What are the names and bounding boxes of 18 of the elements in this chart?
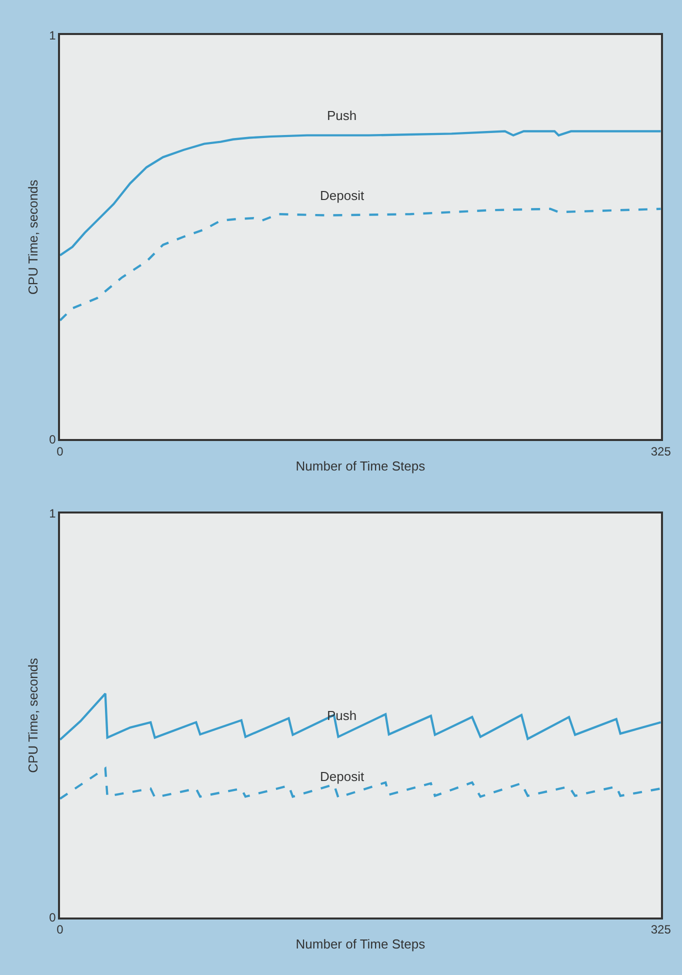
line-series xyxy=(60,130,661,256)
line-series xyxy=(60,767,661,800)
y-axis-title: CPU Time, seconds xyxy=(26,179,41,295)
x-tick-label: 325 xyxy=(650,444,672,458)
x-tick-label: 325 xyxy=(650,922,672,937)
y-tick-label: 0 xyxy=(49,910,56,925)
x-axis-title: Number of Time Steps xyxy=(296,458,426,474)
series-label: Push xyxy=(327,708,357,723)
y-tick-label: 0 xyxy=(49,432,56,446)
y-tick-label: 1 xyxy=(49,506,56,521)
series-label: Deposit xyxy=(320,188,364,203)
line-series xyxy=(60,208,661,322)
series-label: Push xyxy=(327,108,357,123)
x-axis-title: Number of Time Steps xyxy=(296,936,426,952)
line-series xyxy=(60,692,661,741)
y-axis-title: CPU Time, seconds xyxy=(26,657,41,773)
series-label: Deposit xyxy=(320,769,364,784)
y-tick-label: 1 xyxy=(49,28,56,42)
